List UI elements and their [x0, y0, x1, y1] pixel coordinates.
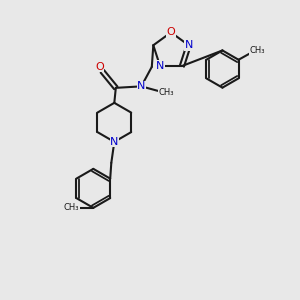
Text: CH₃: CH₃ — [250, 46, 265, 55]
Text: N: N — [110, 137, 118, 147]
Text: CH₃: CH₃ — [158, 88, 174, 97]
Text: N: N — [156, 61, 164, 71]
Text: N: N — [137, 81, 146, 92]
Text: N: N — [184, 40, 193, 50]
Text: O: O — [95, 62, 104, 72]
Text: O: O — [167, 27, 176, 38]
Text: CH₃: CH₃ — [64, 203, 80, 212]
